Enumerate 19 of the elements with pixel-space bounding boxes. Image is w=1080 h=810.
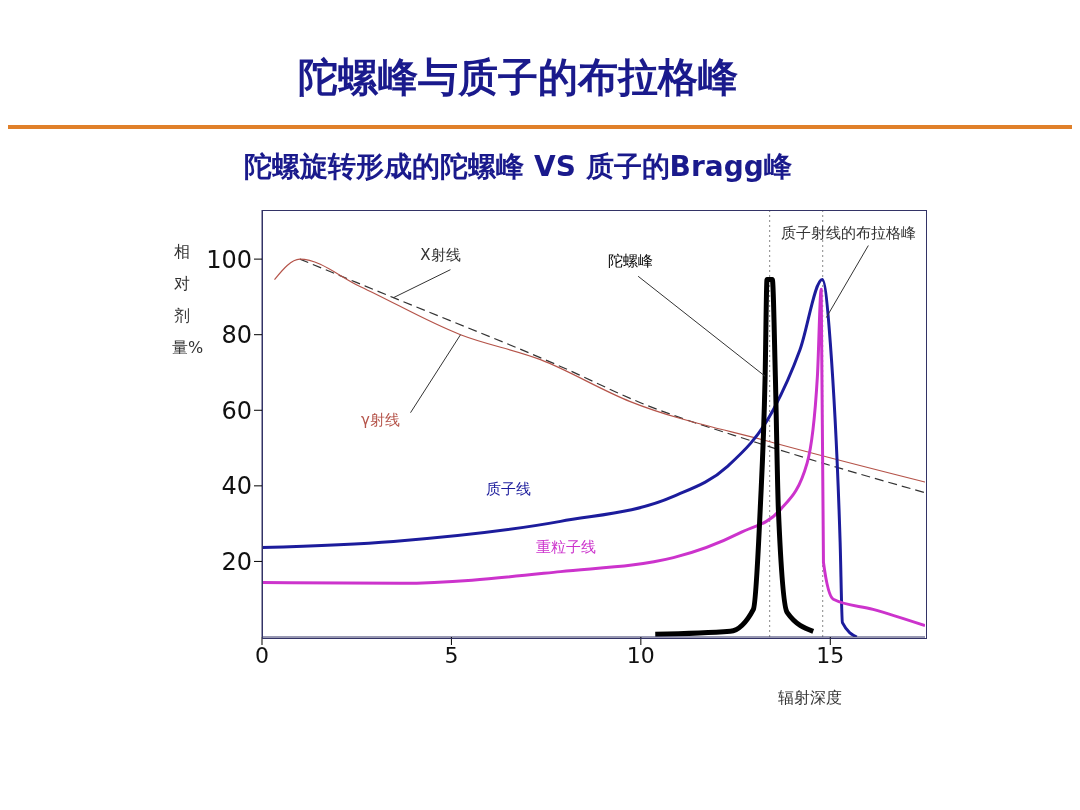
text: γ射线	[361, 410, 400, 429]
y-axis-title: 相对剂量%	[172, 241, 204, 359]
series-label: 重粒子线	[535, 537, 596, 556]
x-tick-label: 0	[255, 642, 269, 668]
x-axis-title: 辐射深度	[778, 688, 842, 709]
chart-title: 陀螺峰与质子的布拉格峰	[297, 53, 739, 102]
y-tick-label: 100	[206, 245, 252, 274]
chart-subtitle: 陀螺旋转形成的陀螺峰 VS 质子的Bragg峰	[243, 149, 793, 185]
x-tick-label: 10	[626, 642, 655, 668]
text: 陀螺峰	[608, 252, 654, 271]
y-tick-label: 60	[221, 396, 252, 425]
y-tick-label: 40	[221, 472, 252, 501]
x-tick-label: 15	[816, 642, 845, 668]
annotation: 质子射线的布拉格峰	[780, 223, 916, 242]
y-tick-label: 80	[221, 321, 252, 350]
x-tick-label: 5	[444, 642, 459, 668]
y-tick-label: 20	[221, 547, 252, 576]
text: X射线	[420, 245, 461, 264]
series-label: 质子线	[486, 480, 532, 499]
